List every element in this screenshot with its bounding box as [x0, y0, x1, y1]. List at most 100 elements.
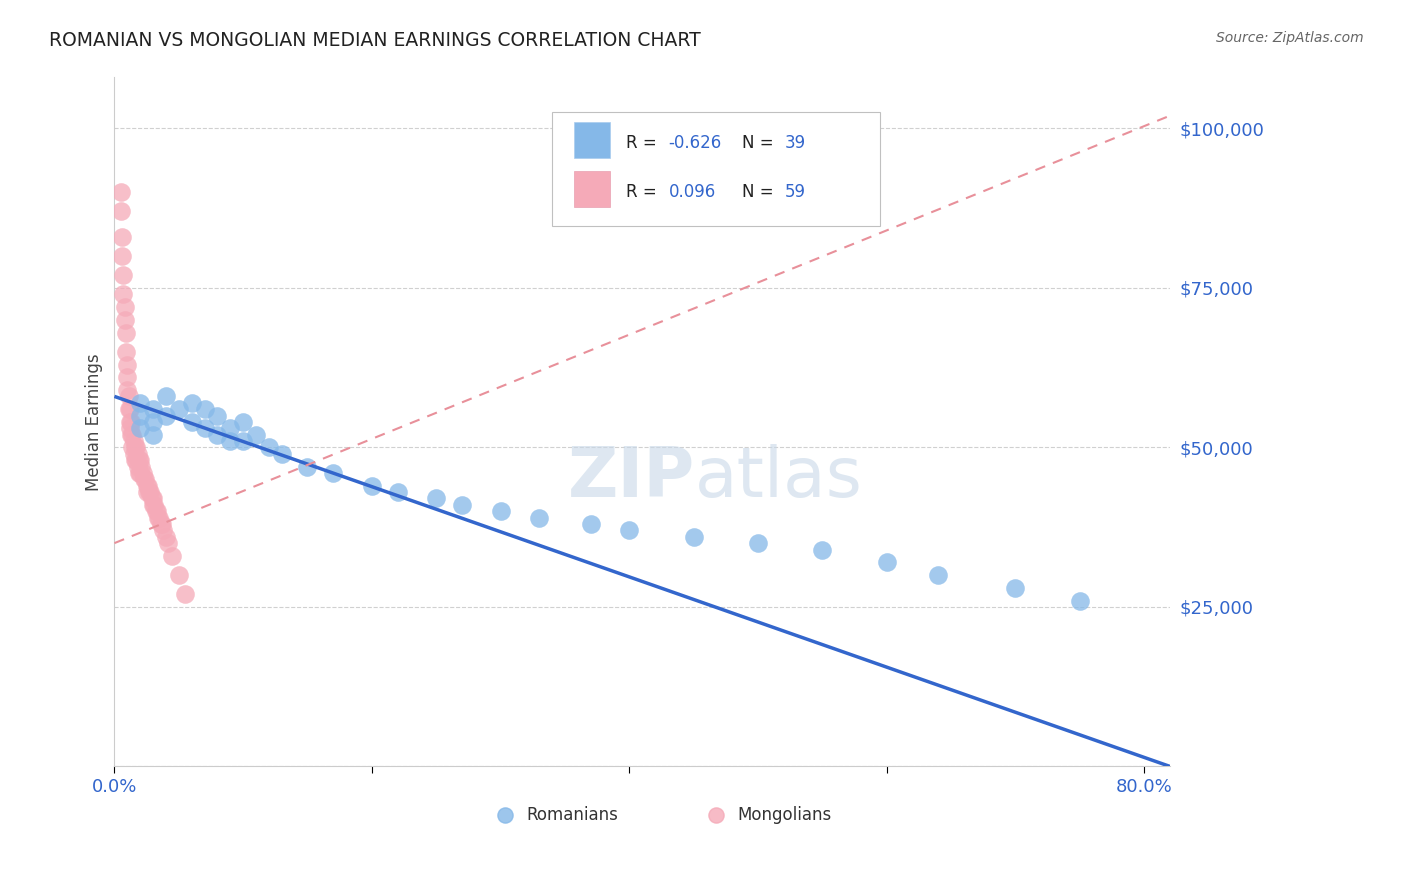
Point [142, 491, 165, 506]
Point [619, 524, 641, 538]
Point [207, 427, 229, 442]
Point [155, 530, 177, 544]
Point [245, 427, 267, 442]
FancyBboxPatch shape [553, 112, 880, 226]
Point [118, 402, 141, 417]
Point [117, 358, 139, 372]
Point [110, 204, 132, 219]
Point [219, 421, 242, 435]
Point [155, 389, 177, 403]
Text: 0.096: 0.096 [668, 183, 716, 201]
Point [143, 498, 166, 512]
Text: 39: 39 [785, 134, 806, 152]
Point [146, 504, 169, 518]
Point [117, 389, 139, 403]
Point [129, 453, 152, 467]
Point [146, 510, 169, 524]
Point [232, 415, 254, 429]
Point [135, 485, 157, 500]
Point [257, 441, 280, 455]
Text: -0.626: -0.626 [668, 134, 721, 152]
Text: atlas: atlas [695, 443, 863, 510]
Point [132, 466, 155, 480]
Point [117, 370, 139, 384]
Point [117, 383, 139, 397]
Point [167, 402, 190, 417]
Point [142, 402, 165, 417]
Point [811, 542, 834, 557]
Point [128, 453, 150, 467]
Point [162, 549, 184, 563]
Text: N =: N = [742, 183, 779, 201]
Point [121, 441, 143, 455]
Point [129, 421, 152, 435]
Bar [574, 170, 610, 207]
Point [451, 498, 474, 512]
Point [270, 447, 292, 461]
Point [747, 536, 769, 550]
Point [132, 472, 155, 486]
Text: ZIP: ZIP [568, 443, 695, 510]
Point [837, 759, 859, 773]
Point [111, 249, 134, 263]
Point [155, 409, 177, 423]
Point [129, 466, 152, 480]
Point [112, 287, 135, 301]
Point [115, 344, 138, 359]
Point [110, 186, 132, 200]
Point [682, 530, 704, 544]
Text: Mongolians: Mongolians [737, 805, 831, 823]
Point [876, 555, 898, 569]
Point [139, 485, 162, 500]
Text: N =: N = [742, 134, 779, 152]
Point [180, 396, 202, 410]
Point [193, 402, 215, 417]
Point [135, 479, 157, 493]
Bar [574, 121, 610, 158]
Point [124, 453, 146, 467]
Point [125, 453, 148, 467]
Point [121, 427, 143, 442]
Point [232, 434, 254, 448]
Point [297, 459, 319, 474]
Point [157, 536, 180, 550]
Point [149, 516, 172, 531]
Point [1069, 593, 1091, 607]
Point [142, 427, 165, 442]
Text: R =: R = [626, 134, 662, 152]
Point [207, 409, 229, 423]
Point [141, 491, 163, 506]
Text: Romanians: Romanians [526, 805, 617, 823]
Point [148, 510, 170, 524]
Point [167, 568, 190, 582]
Point [136, 479, 159, 493]
Point [180, 415, 202, 429]
Point [142, 415, 165, 429]
Point [128, 466, 150, 480]
Text: 59: 59 [785, 183, 806, 201]
Point [134, 472, 156, 486]
Point [150, 516, 173, 531]
Point [125, 441, 148, 455]
Point [360, 479, 382, 493]
Point [219, 434, 242, 448]
Point [114, 300, 136, 314]
Point [115, 326, 138, 340]
Point [127, 447, 149, 461]
Point [579, 759, 602, 773]
Point [112, 268, 135, 283]
Point [579, 516, 602, 531]
Point [489, 504, 512, 518]
Point [145, 504, 167, 518]
Point [118, 415, 141, 429]
Point [193, 421, 215, 435]
Y-axis label: Median Earnings: Median Earnings [86, 353, 103, 491]
Point [127, 459, 149, 474]
Point [129, 396, 152, 410]
Point [120, 427, 142, 442]
Point [129, 409, 152, 423]
Point [131, 459, 153, 474]
Point [425, 491, 447, 506]
Point [527, 510, 550, 524]
Point [111, 230, 134, 244]
